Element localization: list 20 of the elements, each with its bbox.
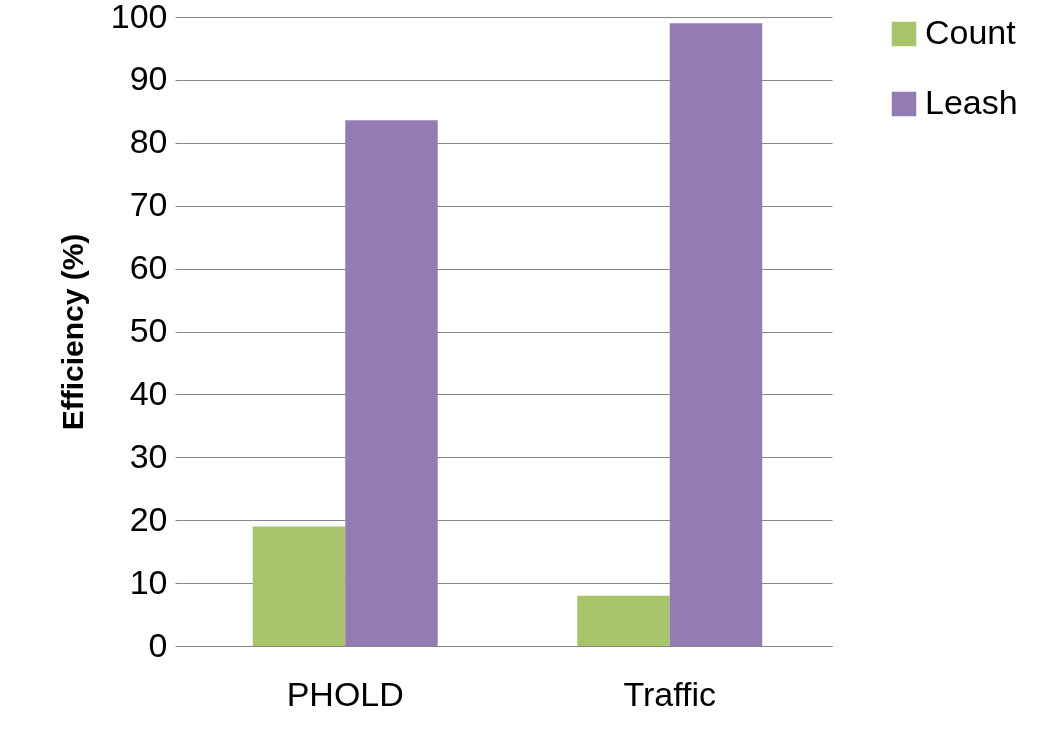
y-tick-label: 40 <box>129 373 168 412</box>
y-tick-label: 30 <box>129 436 168 475</box>
x-tick-label: Traffic <box>623 674 717 713</box>
y-tick-label: 90 <box>129 59 168 98</box>
y-tick-label: 10 <box>129 562 168 601</box>
bar <box>252 526 346 646</box>
y-tick-label: 0 <box>148 625 168 664</box>
y-tick-label: 20 <box>129 499 168 538</box>
legend-label: Leash <box>925 83 1018 121</box>
y-tick-label: 60 <box>129 248 168 287</box>
y-tick-label: 80 <box>129 122 168 161</box>
y-tick-label: 70 <box>129 185 168 224</box>
bar <box>577 595 670 646</box>
y-tick-label: 100 <box>110 0 168 35</box>
bar <box>345 120 438 646</box>
legend-label: Count <box>925 13 1017 51</box>
y-axis-title: Efficiency (%) <box>55 233 89 431</box>
bar <box>669 23 763 646</box>
x-tick-label: PHOLD <box>286 674 404 713</box>
y-tick-label: 50 <box>129 311 168 349</box>
